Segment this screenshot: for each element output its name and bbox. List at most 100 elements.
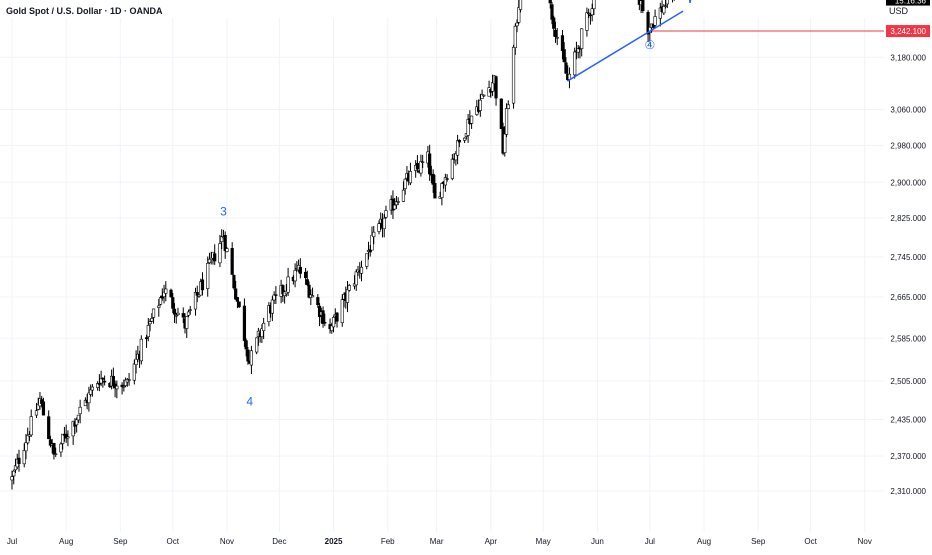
candle-body	[504, 108, 509, 135]
y-tick-label: 2,900.000	[890, 178, 926, 187]
candle	[555, 27, 559, 46]
candle	[396, 197, 400, 206]
candle-body	[242, 305, 247, 341]
candle-body	[445, 178, 449, 180]
candle-body	[359, 266, 364, 274]
projection-path	[689, 0, 692, 4]
candle-body	[59, 443, 63, 453]
candle	[335, 312, 339, 328]
candle	[195, 285, 199, 303]
candle-body	[188, 309, 192, 311]
candle-body	[580, 28, 584, 49]
candle-body	[396, 201, 400, 203]
x-tick-label: Dec	[272, 537, 286, 546]
candle-body	[503, 133, 507, 153]
y-tick-label: 2,370.000	[890, 452, 926, 461]
candle-body	[127, 379, 131, 381]
candle	[230, 242, 234, 276]
candle	[592, 0, 596, 16]
candle-body	[368, 249, 372, 253]
candle	[237, 301, 241, 309]
candle-body	[158, 297, 163, 305]
candle	[255, 337, 259, 355]
x-tick-label: Apr	[485, 537, 498, 546]
candle	[96, 381, 100, 391]
candle-body	[176, 312, 180, 316]
candle-body	[151, 308, 156, 318]
candle-body	[421, 161, 425, 163]
candle-body	[246, 349, 250, 362]
x-tick-label: Jun	[591, 537, 604, 546]
candle-body	[354, 271, 358, 286]
candle	[316, 294, 320, 308]
candle	[157, 298, 161, 317]
currency-label: USD	[888, 6, 908, 16]
candle	[653, 9, 657, 29]
candle	[158, 295, 163, 306]
candle	[513, 23, 517, 55]
candle-body	[431, 173, 435, 185]
candle-body	[658, 7, 662, 19]
candle	[89, 384, 93, 397]
y-tick-label: 2,310.000	[890, 487, 926, 496]
candle	[225, 247, 229, 253]
candle	[641, 0, 645, 14]
candle-body	[585, 12, 589, 31]
candle-body	[303, 271, 308, 279]
candle-body	[298, 266, 302, 274]
candle-body	[562, 49, 566, 63]
candle-body	[552, 17, 556, 29]
candle-body	[195, 291, 199, 296]
candle	[127, 372, 131, 386]
candle-body	[469, 115, 474, 124]
candle	[293, 263, 297, 288]
candle-body	[305, 279, 309, 285]
candle	[64, 424, 68, 443]
candle-body	[235, 297, 240, 302]
candle-body	[463, 137, 467, 141]
candle-body	[47, 416, 51, 440]
x-tick-label: Nov	[858, 537, 872, 546]
candle	[517, 0, 521, 25]
candle-body	[393, 204, 397, 210]
candle-body	[87, 392, 91, 404]
candle-body	[550, 4, 554, 20]
candle-body	[663, 5, 668, 7]
candle	[487, 80, 491, 97]
candle-body	[262, 322, 266, 331]
candle	[234, 280, 238, 301]
candle-body	[78, 406, 82, 415]
candle	[193, 287, 198, 316]
candle-body	[553, 29, 558, 37]
candle	[580, 28, 584, 57]
candle-body	[494, 76, 498, 99]
candle-body	[197, 294, 201, 297]
candle	[262, 317, 266, 340]
candle	[672, 0, 674, 3]
candle	[286, 267, 290, 296]
x-tick-label: Oct	[804, 537, 817, 546]
candle	[218, 234, 222, 268]
candle-body	[403, 178, 407, 190]
candle	[87, 386, 91, 412]
candle-body	[66, 436, 70, 439]
wave-label: 4	[246, 395, 253, 409]
candle-body	[372, 231, 376, 238]
candle-body	[331, 317, 336, 328]
candle-body	[335, 312, 339, 322]
candle	[408, 162, 413, 186]
candle	[457, 139, 461, 148]
candle-body	[172, 308, 177, 315]
candle	[78, 399, 82, 424]
candle	[24, 433, 28, 460]
candle	[220, 229, 224, 250]
candle-body	[419, 161, 423, 174]
candle	[162, 284, 166, 304]
candle-body	[89, 389, 93, 395]
last-price-tag	[886, 0, 930, 6]
candle	[382, 214, 386, 238]
x-tick-label: May	[536, 537, 551, 546]
candle	[115, 380, 119, 399]
candle-body	[218, 243, 222, 264]
